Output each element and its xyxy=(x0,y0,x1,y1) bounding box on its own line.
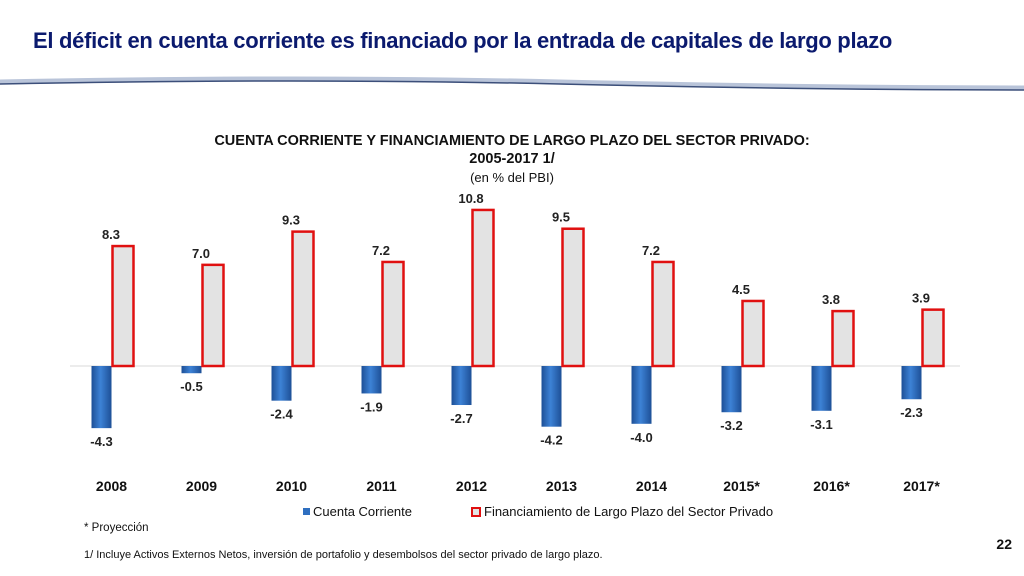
footnote-note: 1/ Incluye Activos Externos Netos, inver… xyxy=(84,549,603,561)
bar-cuenta-corriente xyxy=(361,366,382,394)
data-label-financiamiento: 9.5 xyxy=(552,210,570,225)
data-label-cuenta-corriente: -3.2 xyxy=(720,418,742,433)
legend-item-cuenta-corriente: Cuenta Corriente xyxy=(303,504,412,519)
bar-financiamiento xyxy=(561,227,585,368)
bar-financiamiento xyxy=(291,230,315,368)
x-tick-label: 2013 xyxy=(546,478,577,494)
data-label-financiamiento: 7.2 xyxy=(372,243,390,258)
data-label-cuenta-corriente: -3.1 xyxy=(810,417,832,432)
x-tick-label: 2009 xyxy=(186,478,217,494)
x-tick-label: 2012 xyxy=(456,478,487,494)
legend-label-cuenta-corriente: Cuenta Corriente xyxy=(313,504,412,519)
bar-cuenta-corriente xyxy=(631,366,652,424)
data-label-cuenta-corriente: -2.3 xyxy=(900,405,922,420)
x-tick-label: 2011 xyxy=(366,478,397,494)
data-label-cuenta-corriente: -1.9 xyxy=(360,399,382,414)
data-label-financiamiento: 8.3 xyxy=(102,227,120,242)
bar-financiamiento xyxy=(831,309,855,368)
legend-item-financiamiento: Financiamiento de Largo Plazo del Sector… xyxy=(471,504,773,519)
data-label-financiamiento: 9.3 xyxy=(282,213,300,228)
bar-financiamiento xyxy=(651,260,675,368)
x-tick-label: 2015* xyxy=(723,478,760,494)
bar-financiamiento xyxy=(201,263,225,368)
x-tick-label: 2014 xyxy=(636,478,667,494)
data-label-cuenta-corriente: -4.2 xyxy=(540,433,562,448)
bar-cuenta-corriente xyxy=(271,366,292,401)
page-number: 22 xyxy=(996,536,1012,552)
data-label-financiamiento: 7.2 xyxy=(642,243,660,258)
bar-financiamiento xyxy=(111,244,135,368)
x-tick-label: 2008 xyxy=(96,478,127,494)
data-label-financiamiento: 3.9 xyxy=(912,291,930,306)
bar-financiamiento xyxy=(471,208,495,368)
chart-subtitle: (en % del PBI) xyxy=(470,170,554,185)
bar-cuenta-corriente xyxy=(721,366,742,413)
bar-cuenta-corriente xyxy=(181,366,202,374)
data-label-financiamiento: 7.0 xyxy=(192,246,210,261)
footnote-projection: * Proyección xyxy=(84,522,149,534)
data-label-financiamiento: 3.8 xyxy=(822,292,840,307)
data-label-cuenta-corriente: -0.5 xyxy=(180,379,202,394)
data-label-financiamiento: 10.8 xyxy=(458,191,483,206)
legend-swatch-blue xyxy=(303,508,310,515)
x-tick-label: 2017* xyxy=(903,478,940,494)
bar-cuenta-corriente xyxy=(541,366,562,427)
data-label-cuenta-corriente: -2.4 xyxy=(270,407,293,422)
data-label-financiamiento: 4.5 xyxy=(732,282,750,297)
title-divider xyxy=(0,76,1024,91)
chart-title-line2: 2005-2017 1/ xyxy=(469,151,555,167)
bar-cuenta-corriente xyxy=(901,366,922,400)
legend-swatch-red xyxy=(471,506,481,517)
bar-financiamiento xyxy=(741,299,765,368)
slide-title: El déficit en cuenta corriente es financ… xyxy=(33,28,893,53)
legend-label-financiamiento: Financiamiento de Largo Plazo del Sector… xyxy=(484,504,774,519)
data-label-cuenta-corriente: -4.0 xyxy=(630,430,652,445)
bar-chart: -4.3 8.3 2008 -0.5 7.0 2009 -2.4 9.3 2010 -1.9 7.2… xyxy=(70,191,960,494)
chart-title-line1: CUENTA CORRIENTE Y FINANCIAMIENTO DE LAR… xyxy=(214,133,810,149)
bar-cuenta-corriente xyxy=(451,366,472,406)
x-tick-label: 2010 xyxy=(276,478,307,494)
bar-cuenta-corriente xyxy=(811,366,832,411)
bar-cuenta-corriente xyxy=(91,366,112,429)
data-label-cuenta-corriente: -2.7 xyxy=(450,411,472,426)
data-label-cuenta-corriente: -4.3 xyxy=(90,434,112,449)
bar-financiamiento xyxy=(921,308,945,368)
x-tick-label: 2016* xyxy=(813,478,850,494)
bar-financiamiento xyxy=(381,260,405,368)
